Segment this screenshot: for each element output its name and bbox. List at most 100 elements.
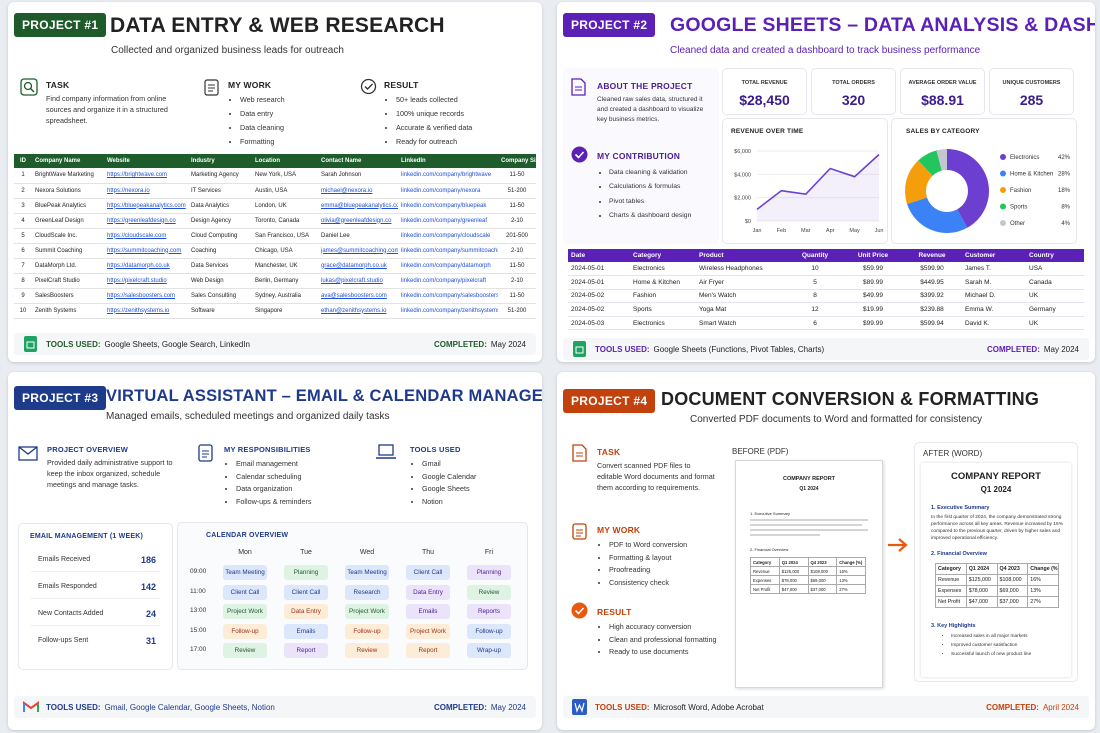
icon xyxy=(571,602,588,619)
text-line xyxy=(750,529,868,531)
list-item: Formatting & layout xyxy=(609,552,687,565)
table-cell: 2-10 xyxy=(498,213,536,229)
table-cell: GreenLeaf Design xyxy=(32,213,104,229)
kpi-label: TOTAL ORDERS xyxy=(832,80,875,86)
table-cell: $37,000 xyxy=(807,584,838,594)
list-item: Follow-ups & reminders xyxy=(236,496,312,509)
doc-heading: 3. Key Highlights xyxy=(931,623,976,629)
table-cell: 8 xyxy=(786,289,844,304)
column-header: Customer xyxy=(962,249,1026,262)
icon xyxy=(571,78,586,96)
list-item: Pivot tables xyxy=(609,195,691,209)
header-row: Date Category Product Quantity Unit Price Rev… xyxy=(568,249,1084,262)
panel-title: EMAIL MANAGEMENT (1 WEEK) xyxy=(30,533,143,540)
table-cell: $78,000 xyxy=(965,585,998,597)
table-row: 2024-05-02 Fashion Men's Watch 8 $49.99 $399.… xyxy=(568,289,1084,304)
table-cell: San Francisco, USA xyxy=(252,228,318,244)
doc-title: COMPANY REPORT xyxy=(782,476,836,482)
text-line xyxy=(750,524,862,526)
table-cell: New York, USA xyxy=(252,168,318,184)
column-header: Contact Name xyxy=(318,154,398,168)
table-cell: 9 xyxy=(14,288,32,304)
stat-label: Emails Responded xyxy=(38,583,97,590)
email-panel: EMAIL MANAGEMENT (1 WEEK) Emails Receive… xyxy=(18,523,173,670)
list: Email managementCalendar schedulingData … xyxy=(224,458,312,508)
value-label: 28% xyxy=(1058,172,1071,178)
kpi-box: TOTAL ORDERS 320 xyxy=(811,68,896,115)
doc-label: BEFORE (PDF) xyxy=(732,447,789,456)
doc-period: Q1 2024 xyxy=(980,485,1012,494)
table-head: Date Category Product Quantity Unit Price Rev… xyxy=(568,249,1084,262)
side-panel xyxy=(563,68,719,244)
table-cell: https://salesboosters.com xyxy=(104,288,188,304)
table-wrap: Date Category Product Quantity Unit Price Rev… xyxy=(568,249,1084,331)
doc-heading: 1. Executive Summary xyxy=(931,505,990,511)
table-cell: Web Design xyxy=(188,273,252,289)
icon xyxy=(20,78,38,96)
section-heading: MY CONTRIBUTION xyxy=(597,151,681,161)
calendar-event: Data Entry xyxy=(406,584,450,600)
list-item: Gmail xyxy=(422,458,476,471)
list-item: Data cleaning & validation xyxy=(609,166,691,180)
table-cell: 1 xyxy=(14,168,32,184)
badge: PROJECT #2 xyxy=(563,13,656,37)
table-cell: $108,000 xyxy=(996,574,1029,586)
column-header: Category xyxy=(630,249,696,262)
table-cell: James T. xyxy=(962,262,1026,277)
table-cell: $89.99 xyxy=(844,275,902,290)
table-cell: Sports xyxy=(630,302,696,317)
kpi-value: 285 xyxy=(1019,92,1044,108)
list-item: Data cleaning xyxy=(240,121,285,135)
table-cell: 2024-05-03 xyxy=(568,316,630,331)
table-row: Revenue $125,000 $108,000 16% xyxy=(935,574,1059,586)
day-label: Mon xyxy=(238,549,252,556)
legend-swatch xyxy=(1000,187,1006,193)
text-line xyxy=(750,534,820,536)
table-cell: linkedin.com/company/zenithsystems xyxy=(398,303,498,319)
table-cell: $69,000 xyxy=(807,575,838,585)
time-label: 17:00 xyxy=(190,646,207,653)
time-label: 15:00 xyxy=(190,626,207,634)
column-header: Date xyxy=(568,249,630,262)
list-item: Notion xyxy=(422,496,476,509)
table-cell: linkedin.com/company/bluepeak xyxy=(398,198,498,214)
table-row: 9 SalesBoosters https://salesboosters.com S… xyxy=(14,288,536,304)
divider xyxy=(31,571,160,572)
stat-value: 142 xyxy=(140,582,156,592)
doc-label: AFTER (WORD) xyxy=(923,449,983,458)
table-cell: $449.95 xyxy=(902,275,962,290)
table-wrap: Category Q1 2024 Q4 2023 Change (%) Revenue $… xyxy=(750,557,866,594)
table-cell: Men's Watch xyxy=(696,289,786,304)
footer-text: April 2024 xyxy=(1042,702,1079,712)
table-cell: Smart Watch xyxy=(696,316,786,331)
x-tick-label: May xyxy=(849,228,860,234)
sheets-icon xyxy=(573,341,586,357)
table-cell: https://greenleafdesign.co xyxy=(104,213,188,229)
table-cell: 6 xyxy=(14,243,32,259)
table-cell: BrightWave Marketing xyxy=(32,168,104,184)
y-tick-label: $4,000 xyxy=(734,172,751,178)
project-title: GOOGLE SHEETS – DATA ANALYSIS & DASHBOAR… xyxy=(670,14,1095,36)
value-label: 4% xyxy=(1061,221,1070,227)
table-wrap: ID Company Name Website Industry Location Con… xyxy=(14,154,536,319)
table-cell: linkedin.com/company/greenleaf xyxy=(398,213,498,229)
project-card: PROJECT #1 DATA ENTRY & WEB RESEARCH Col… xyxy=(8,2,542,362)
x-tick-label: Jun xyxy=(875,228,884,234)
stat-value: 31 xyxy=(145,636,156,646)
table-row: Revenue $125,000 $108,000 16% xyxy=(750,566,866,576)
footer-text: Google Sheets, Google Search, LinkedIn xyxy=(104,339,250,349)
table-cell: 10 xyxy=(786,262,844,277)
table-cell: linkedin.com/company/nexora xyxy=(398,183,498,199)
pie-chart: Electronics 42% Home & Kitchen 28% Fashion 18… xyxy=(905,149,1071,233)
table-head: Category Q1 2024 Q4 2023 Change (%) xyxy=(750,557,866,567)
doc-table: Category Q1 2024 Q4 2023 Change (%) Revenue $… xyxy=(750,557,866,594)
table-cell: https://cloudscale.com xyxy=(104,228,188,244)
table-cell: michael@nexora.io xyxy=(318,183,398,199)
table-cell: linkedin.com/company/cloudscale xyxy=(398,228,498,244)
icon xyxy=(572,523,587,540)
project-subtitle: Cleaned data and created a dashboard to … xyxy=(670,45,981,56)
table-cell: 6 xyxy=(786,316,844,331)
table-cell: 7 xyxy=(14,258,32,274)
table-cell: https://pixelcraft.studio xyxy=(104,273,188,289)
column-header: LinkedIn xyxy=(398,154,498,168)
